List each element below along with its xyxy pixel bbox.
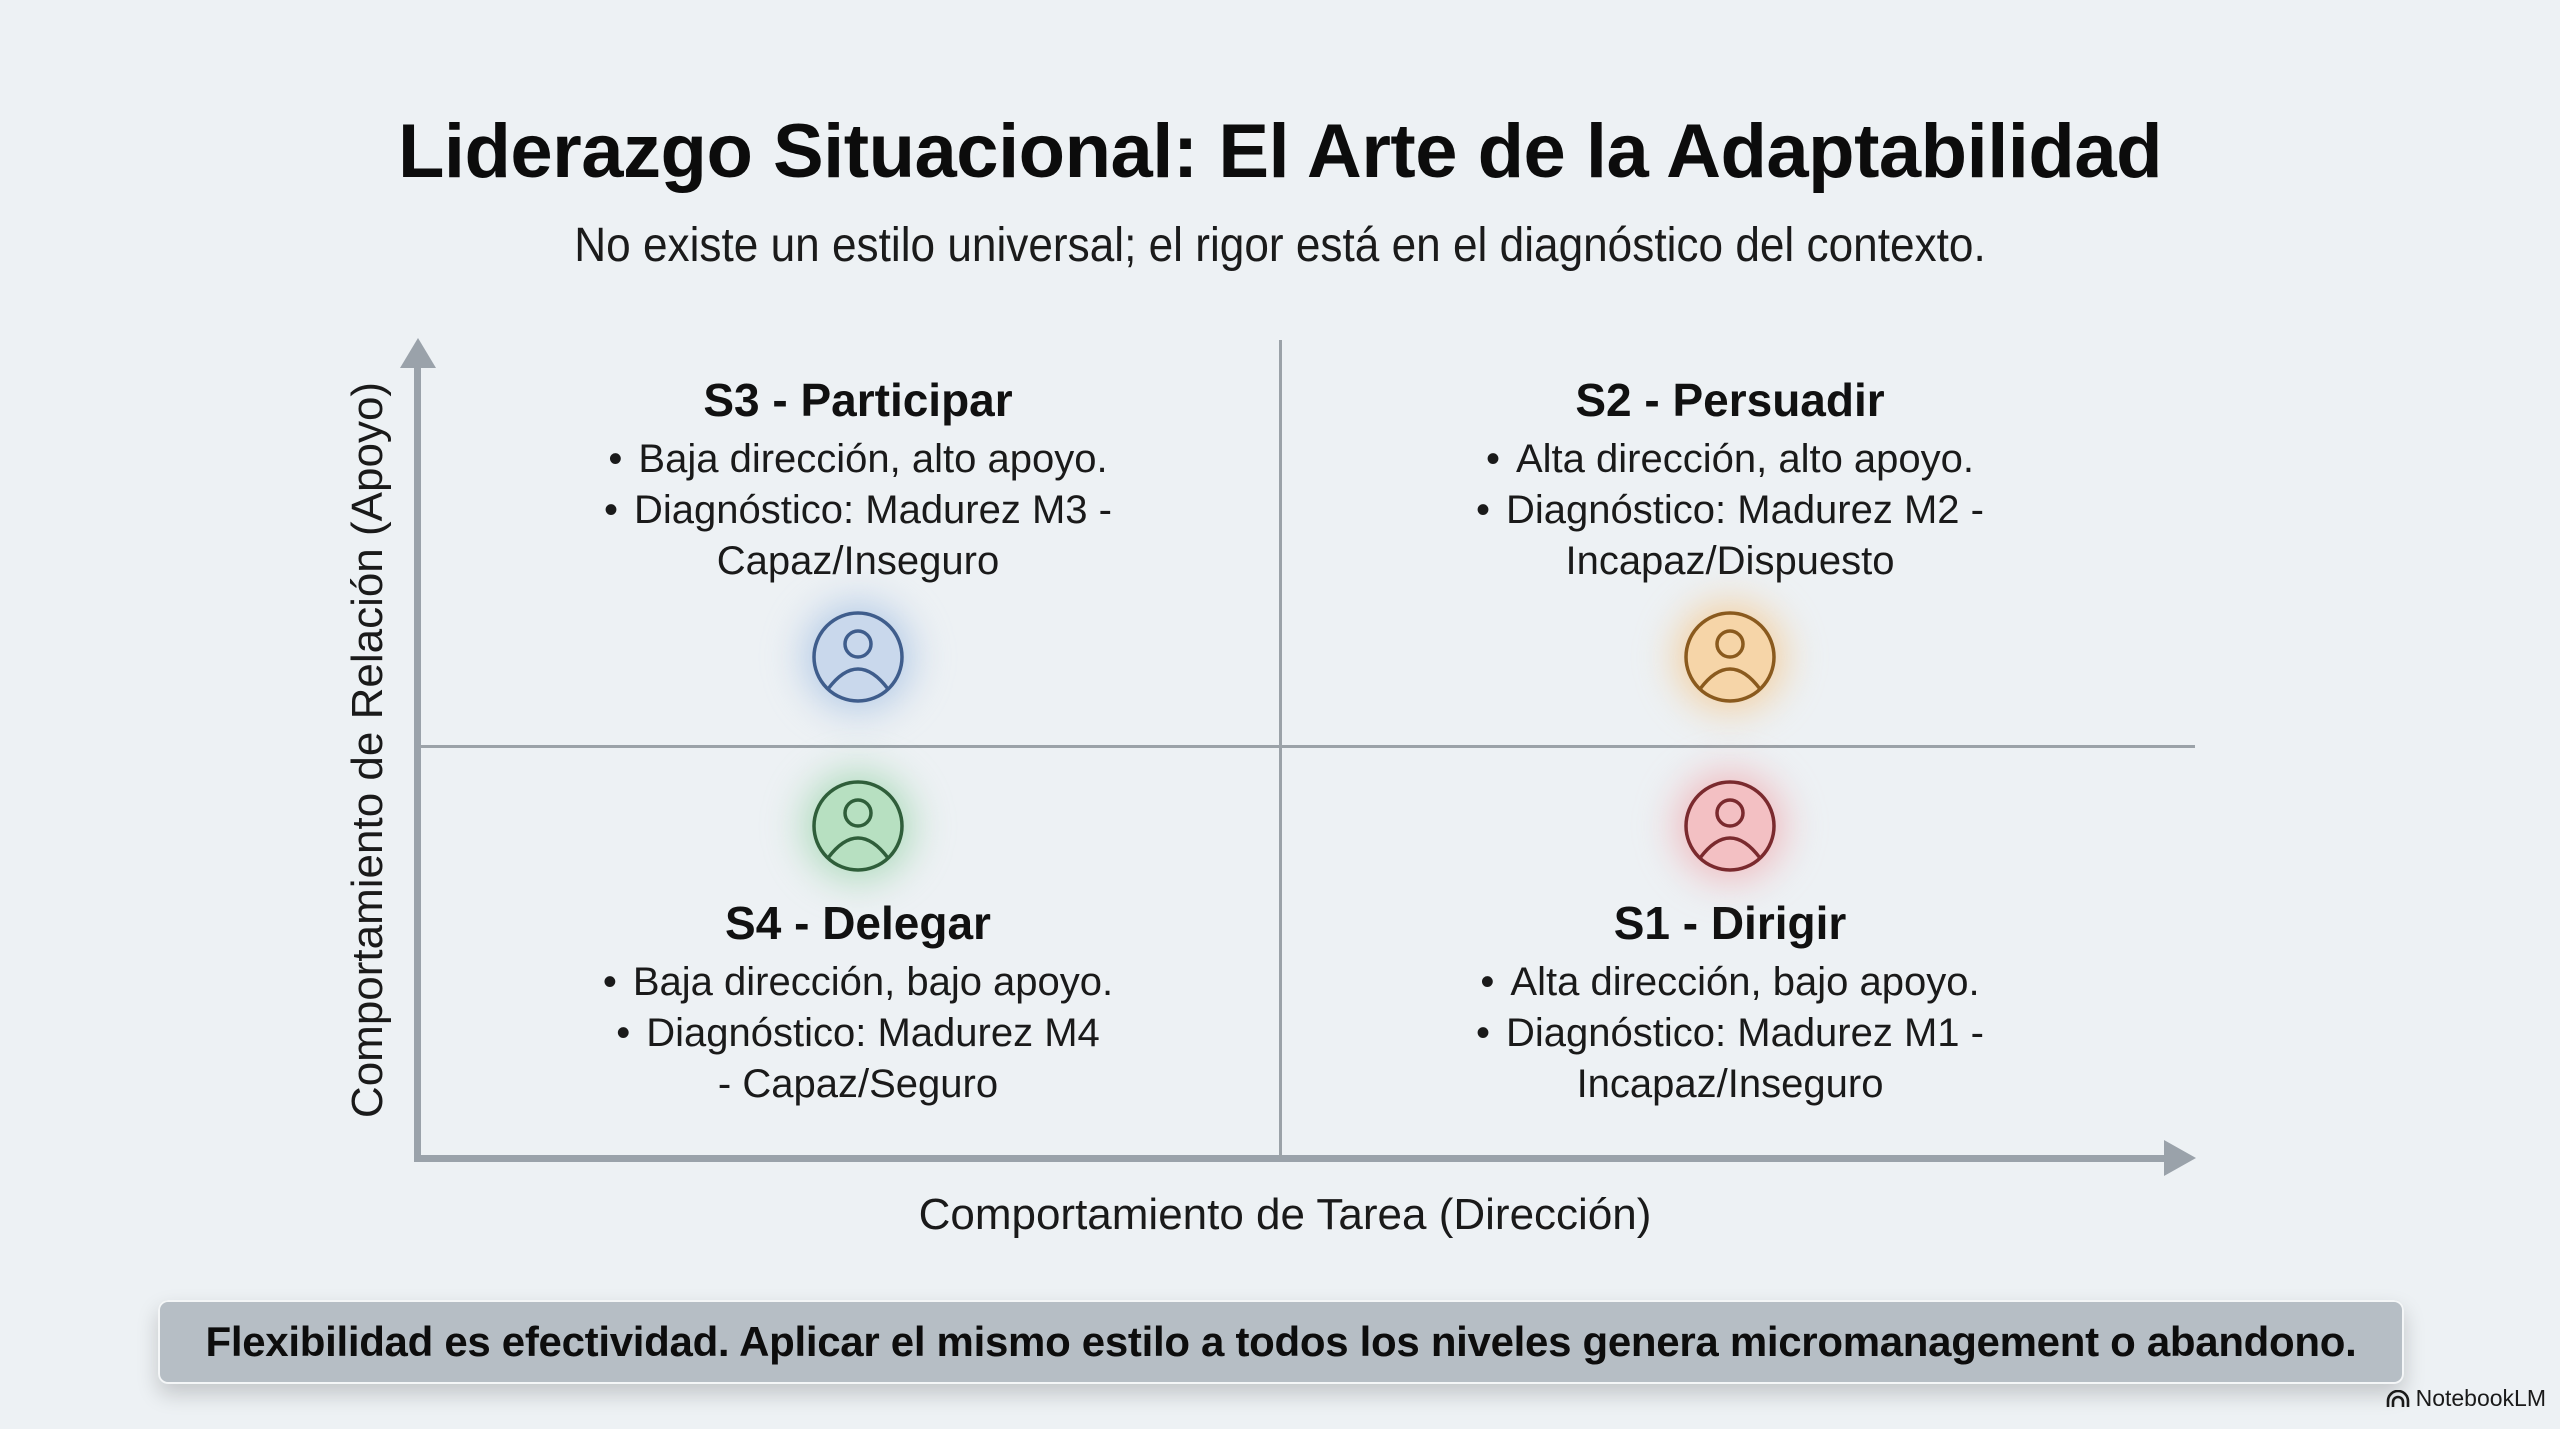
person-icon-s1	[1660, 756, 1800, 896]
bullet-item: Alta dirección, alto apoyo.	[1370, 434, 2090, 485]
bullet-continuation: Capaz/Inseguro	[716, 539, 1000, 583]
quadrant-bullets: Baja dirección, bajo apoyo. Diagnóstico:…	[498, 957, 1218, 1110]
x-axis	[414, 1155, 2174, 1162]
y-axis-label: Comportamiento de Relación (Apoyo)	[343, 381, 392, 1119]
brand-label: NotebookLM	[2415, 1385, 2546, 1411]
quadrant-s4-delegar: S4 - Delegar Baja dirección, bajo apoyo.…	[498, 893, 1218, 1110]
y-axis	[414, 360, 421, 1162]
bullet-item: Diagnóstico: Madurez M1 -	[1370, 1008, 2090, 1059]
key-message-banner: Flexibilidad es efectividad. Aplicar el …	[158, 1300, 2404, 1384]
bullet-item: Diagnóstico: Madurez M2 -	[1370, 485, 2090, 536]
person-icon-s2	[1660, 587, 1800, 727]
person-icon-s4	[788, 756, 928, 896]
y-axis-arrow-icon	[400, 338, 436, 368]
bullet-continuation: - Capaz/Seguro	[717, 1062, 999, 1106]
quadrant-title: S4 - Delegar	[725, 897, 991, 949]
person-icon-s3	[788, 587, 928, 727]
bullet-item: Baja dirección, alto apoyo.	[498, 434, 1218, 485]
notebooklm-branding: NotebookLM	[2386, 1385, 2546, 1412]
quadrant-bullets: Alta dirección, bajo apoyo. Diagnóstico:…	[1370, 957, 2090, 1110]
bullet-continuation: Incapaz/Inseguro	[1576, 1062, 1884, 1106]
vertical-divider	[1279, 340, 1282, 1158]
bullet-item: Baja dirección, bajo apoyo.	[498, 957, 1218, 1008]
page-title: Liderazgo Situacional: El Arte de la Ada…	[397, 109, 2163, 194]
quadrant-s3-participar: S3 - Participar Baja dirección, alto apo…	[498, 370, 1218, 587]
quadrant-title: S3 - Participar	[703, 374, 1013, 426]
quadrant-s2-persuadir: S2 - Persuadir Alta dirección, alto apoy…	[1370, 370, 2090, 587]
bullet-item: Diagnóstico: Madurez M3 -	[498, 485, 1218, 536]
quadrant-s1-dirigir: S1 - Dirigir Alta dirección, bajo apoyo.…	[1370, 893, 2090, 1110]
horizontal-divider	[420, 745, 2195, 748]
quadrant-title: S1 - Dirigir	[1613, 897, 1847, 949]
bullet-continuation: Incapaz/Dispuesto	[1565, 539, 1895, 583]
key-message-text: Flexibilidad es efectividad. Aplicar el …	[205, 1318, 2357, 1365]
quadrant-title: S2 - Persuadir	[1575, 374, 1885, 426]
bullet-item: Alta dirección, bajo apoyo.	[1370, 957, 2090, 1008]
bullet-item: Diagnóstico: Madurez M4	[498, 1008, 1218, 1059]
x-axis-label: Comportamiento de Tarea (Dirección)	[918, 1190, 1652, 1239]
x-axis-arrow-icon	[2164, 1140, 2196, 1176]
notebooklm-logo-icon	[2386, 1389, 2409, 1407]
page-subtitle: No existe un estilo universal; el rigor …	[574, 219, 1986, 272]
quadrant-bullets: Alta dirección, alto apoyo. Diagnóstico:…	[1370, 434, 2090, 587]
quadrant-bullets: Baja dirección, alto apoyo. Diagnóstico:…	[498, 434, 1218, 587]
